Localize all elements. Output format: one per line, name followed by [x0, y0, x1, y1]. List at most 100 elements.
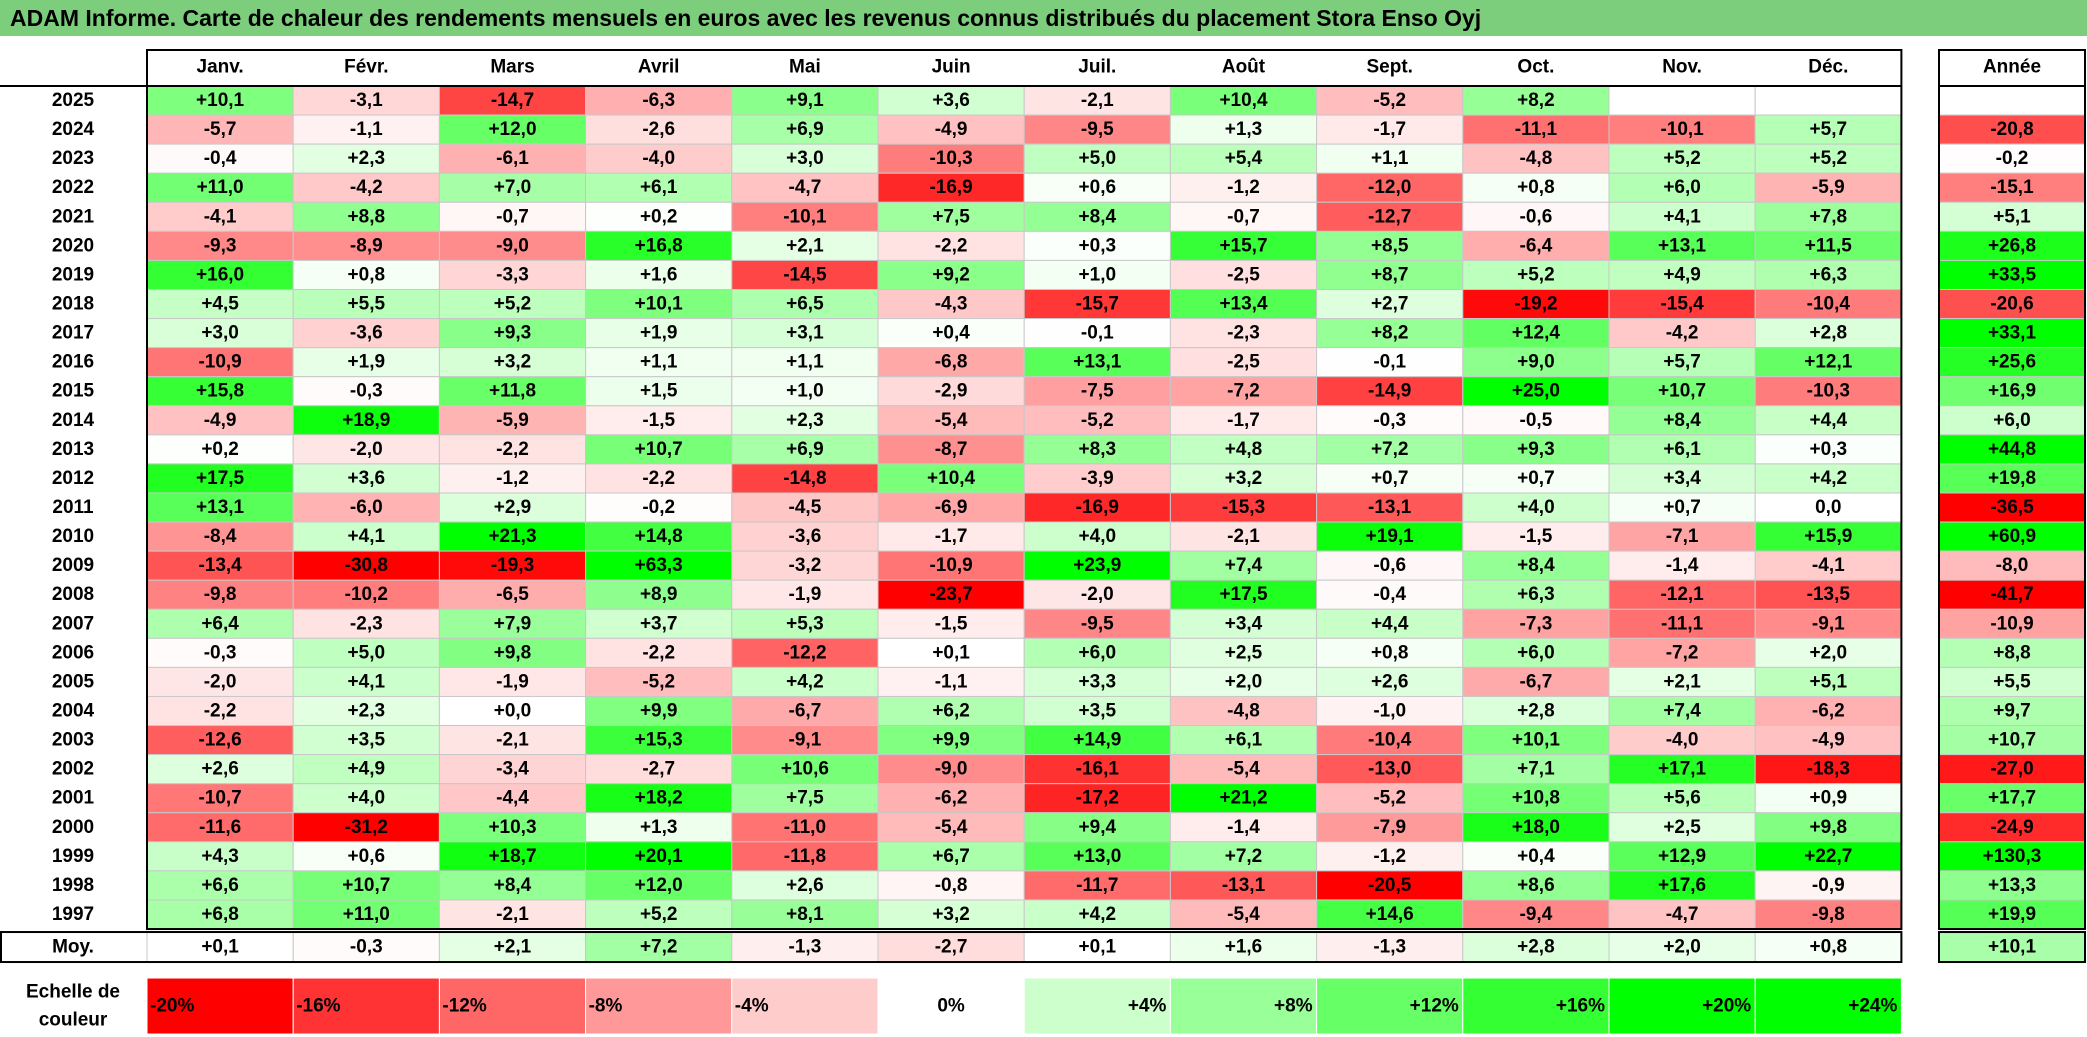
cell-value: -7,1	[1666, 526, 1699, 547]
cell-value: -0,4	[204, 148, 237, 169]
cell-value: +0,1	[932, 642, 970, 663]
cell-value: -1,9	[496, 671, 529, 692]
heat-cell	[877, 201, 1025, 232]
cell-value: -3,2	[789, 555, 822, 576]
cell-value: -2,5	[1227, 352, 1260, 373]
month-header: Nov.	[1662, 57, 1702, 78]
heat-cell	[731, 143, 879, 174]
cell-value: -2,2	[935, 235, 968, 256]
cell-value: +2,0	[1810, 642, 1848, 663]
cell-value: +1,9	[640, 323, 678, 344]
cell-value: +8,1	[786, 904, 824, 925]
annual-cell	[1938, 754, 2086, 785]
cell-value: +1,0	[786, 381, 824, 402]
cell-value: -4,0	[1666, 730, 1699, 751]
cell-value: -14,5	[783, 264, 827, 285]
annual-cell	[1938, 230, 2086, 261]
cell-value: +7,9	[494, 613, 532, 634]
cell-value: +1,9	[348, 352, 386, 373]
cell-value: +2,8	[1517, 701, 1555, 722]
scale-swatch	[146, 977, 294, 1035]
heat-cell	[1462, 521, 1610, 552]
cell-value: -1,1	[935, 671, 968, 692]
cell-value: -1,2	[1373, 846, 1406, 867]
cell-value: +10,4	[1219, 90, 1268, 111]
cell-value: +6,9	[786, 119, 824, 140]
heat-cell	[1023, 405, 1171, 436]
cell-value: -9,8	[204, 584, 237, 605]
heat-cell	[1316, 637, 1464, 668]
cell-value: +10,7	[635, 439, 683, 460]
heat-cell	[877, 695, 1025, 727]
heat-cell	[146, 754, 294, 785]
heat-cell	[1169, 521, 1318, 552]
scale-label: Echelle de	[26, 982, 120, 1003]
cell-value: +2,6	[786, 875, 824, 896]
cell-value: +8,3	[1079, 439, 1117, 460]
year-label: 2001	[52, 788, 95, 809]
cell-value: -16,9	[929, 177, 972, 198]
year-label: 2022	[52, 177, 94, 198]
cell-value: +7,2	[1371, 439, 1409, 460]
scale-swatch	[1462, 977, 1610, 1035]
heat-cell	[1462, 463, 1610, 494]
average-cell	[1023, 931, 1171, 963]
cell-value: -13,5	[1807, 584, 1851, 605]
annual-cell	[1938, 492, 2086, 523]
cell-value: +2,3	[348, 701, 386, 722]
scale-swatch	[1023, 977, 1171, 1035]
heat-cell	[585, 608, 733, 639]
cell-value: -4,7	[1666, 904, 1699, 925]
heat-cell	[146, 376, 294, 407]
heat-cell	[292, 870, 440, 901]
cell-value: 0,0	[1815, 497, 1841, 518]
average-value: -2,7	[935, 937, 968, 958]
year-label: 2010	[52, 526, 94, 547]
cell-value: +10,8	[1512, 788, 1560, 809]
heat-cell	[1462, 899, 1610, 930]
cell-value: +13,1	[1658, 235, 1707, 256]
cell-value: +12,0	[635, 875, 683, 896]
cell-value: -10,3	[929, 148, 972, 169]
heat-cell	[1608, 405, 1756, 436]
annual-cell	[1938, 85, 2086, 116]
cell-value: -6,7	[789, 701, 822, 722]
annual-border	[1938, 49, 2086, 931]
heat-cell	[1608, 463, 1756, 494]
cell-value: -5,4	[935, 817, 968, 838]
cell-value: +7,2	[1225, 846, 1263, 867]
annual-value: -41,7	[1990, 584, 2033, 605]
cell-value: +6,1	[1225, 730, 1263, 751]
cell-value: +3,2	[1225, 468, 1263, 489]
annual-value: +130,3	[1983, 846, 2042, 867]
year-label: 2003	[52, 730, 94, 751]
cell-value: +10,4	[927, 468, 976, 489]
heat-cell	[731, 376, 879, 407]
heat-cell	[1608, 114, 1756, 145]
heat-cell	[1608, 376, 1756, 407]
cell-value: -2,2	[496, 439, 529, 460]
heat-cell	[1169, 492, 1318, 523]
heat-cell	[1316, 608, 1464, 639]
cell-value: -19,2	[1514, 294, 1557, 315]
cell-value: -5,4	[1227, 904, 1260, 925]
heat-cell	[1754, 405, 1902, 436]
month-header: Oct.	[1517, 57, 1554, 78]
heat-cell	[1754, 376, 1902, 407]
cell-value: -23,7	[929, 584, 972, 605]
annual-value: +60,9	[1988, 526, 2036, 547]
heat-cell	[1316, 288, 1464, 320]
cell-value: +18,0	[1512, 817, 1560, 838]
heat-cell	[146, 492, 294, 523]
cell-value: -8,9	[350, 235, 383, 256]
average-value: +0,1	[201, 937, 239, 958]
heat-cell	[438, 637, 587, 668]
cell-value: +5,7	[1810, 119, 1848, 140]
cell-value: +3,5	[1079, 701, 1117, 722]
annual-value: +9,7	[1993, 701, 2031, 722]
heat-cell	[1169, 201, 1318, 232]
cell-value: -11,1	[1661, 613, 1704, 634]
heat-cell	[146, 434, 294, 465]
cell-value: +16,8	[635, 235, 683, 256]
heat-cell	[1754, 492, 1902, 523]
